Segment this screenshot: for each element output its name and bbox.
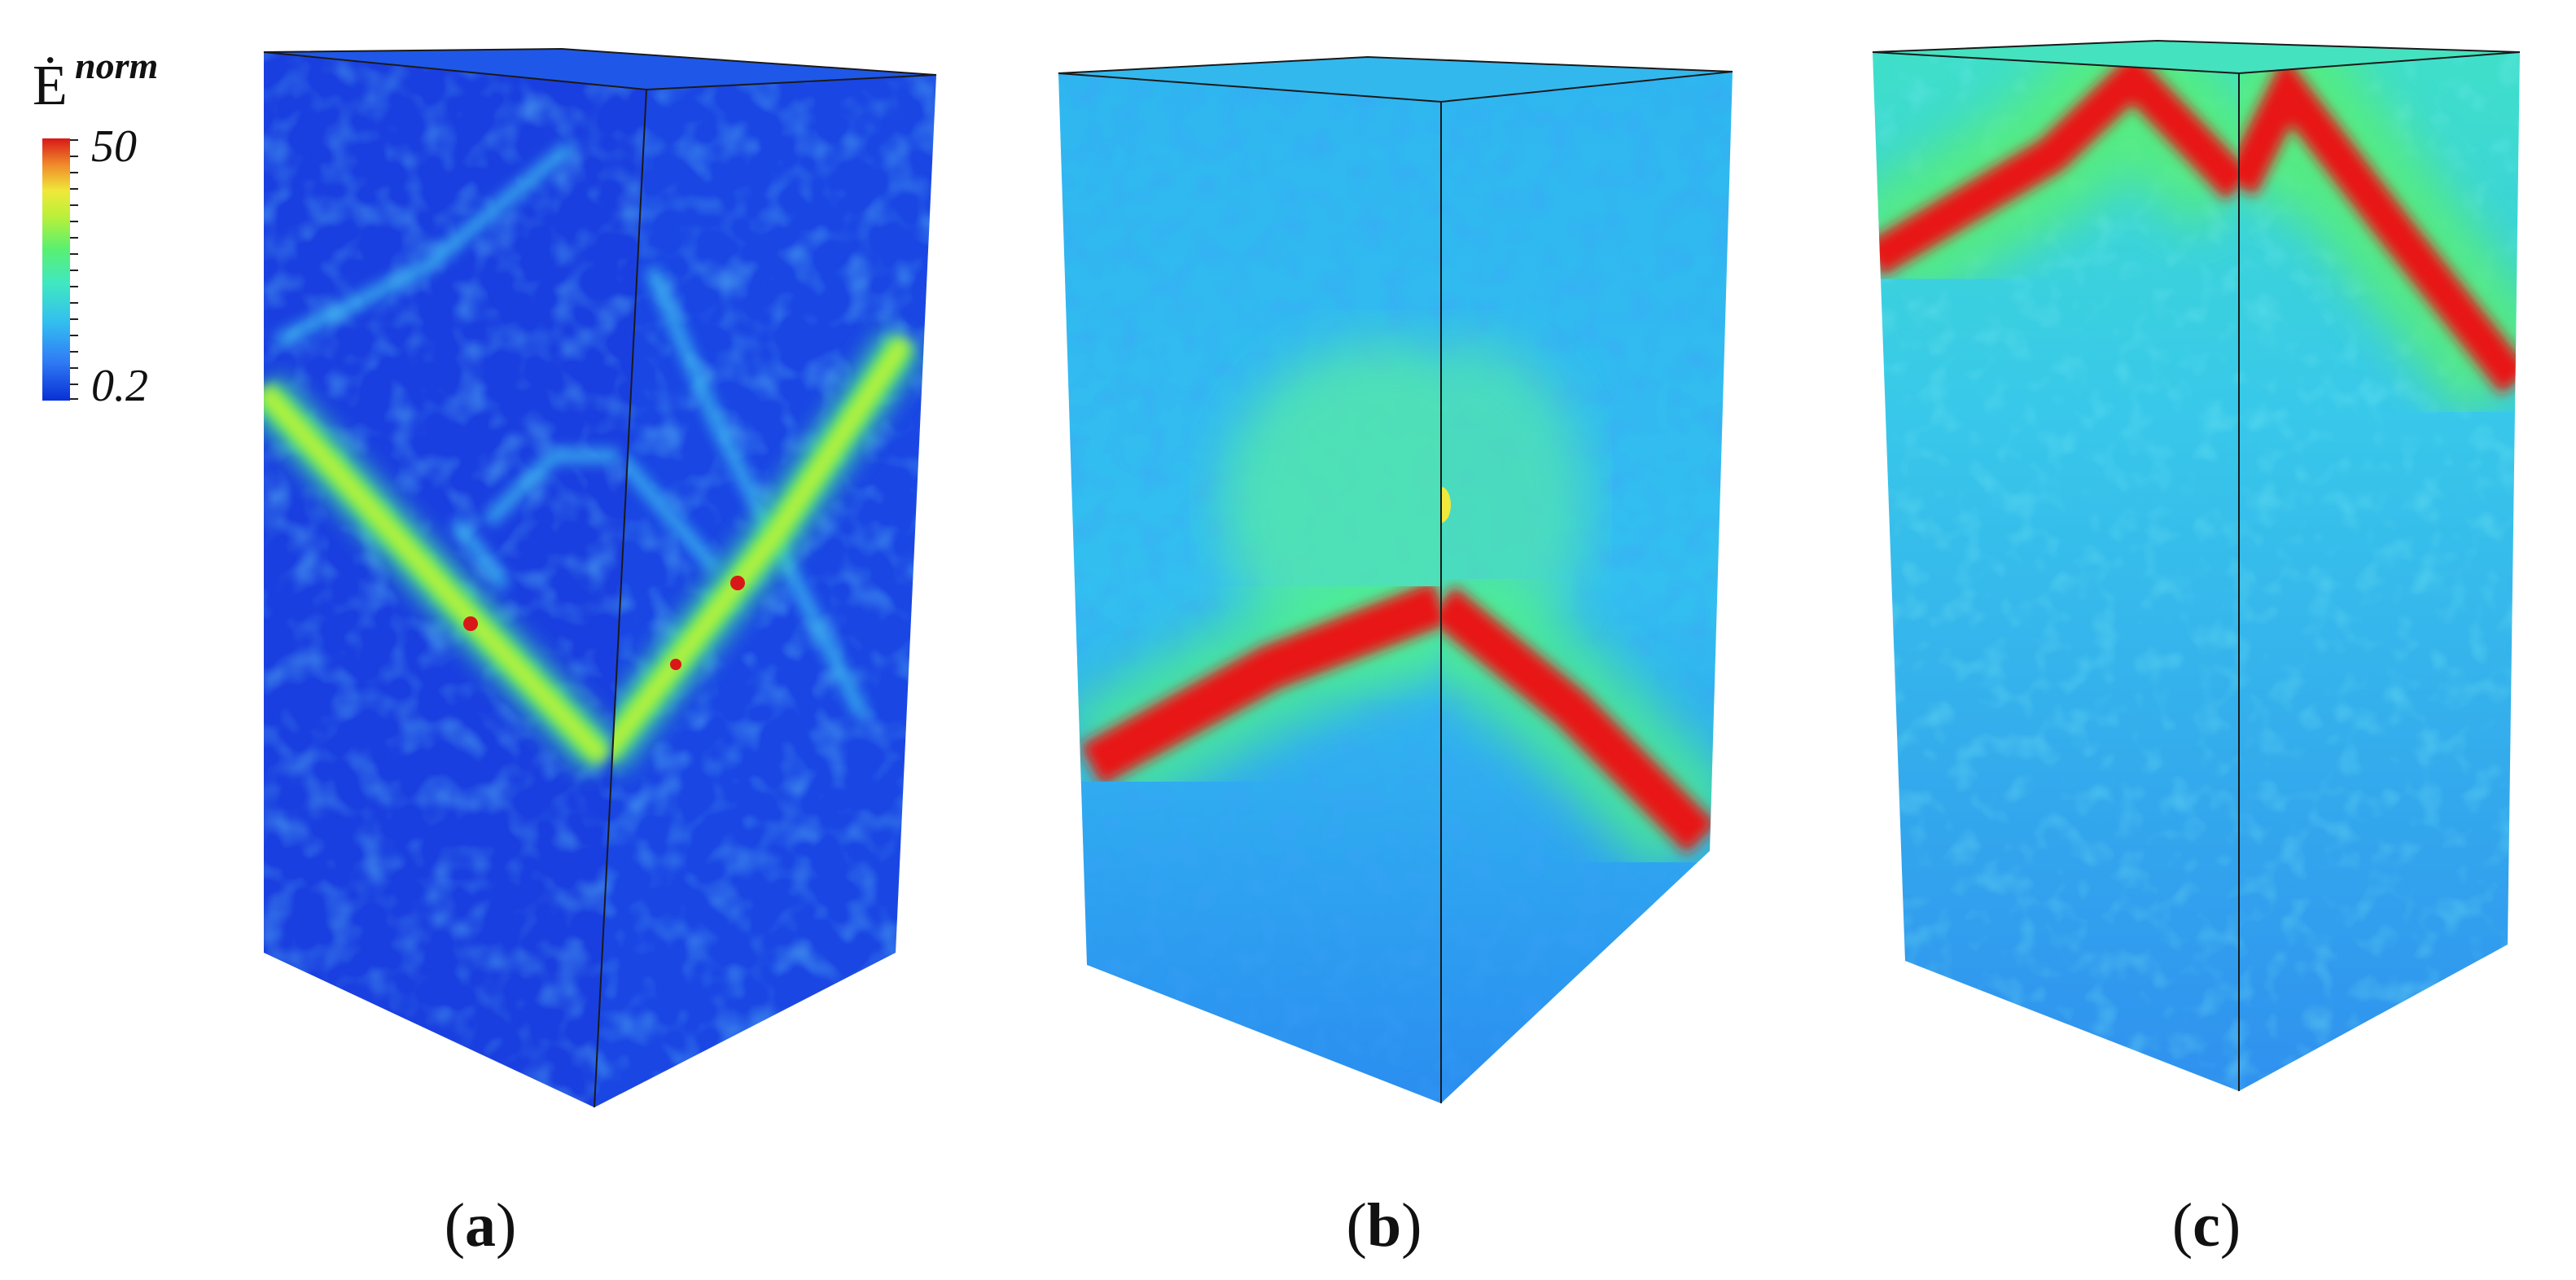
panel-c-left-face (1873, 52, 2239, 1091)
panel-a-right-face (594, 75, 936, 1107)
colorbar-legend: Ė norm 50 0.2 (33, 45, 158, 411)
panel-b-left-face (1058, 73, 1441, 1103)
panel-c-cube (1872, 39, 2521, 1091)
panel-a-top-face (264, 49, 936, 90)
panel-b-cube (1058, 55, 1733, 1103)
panel-c-top-face (1873, 41, 2520, 73)
legend-min-label: 0.2 (91, 361, 148, 411)
legend-max-label: 50 (91, 121, 137, 172)
panel-b-right-face (1441, 72, 1733, 1103)
legend-superscript: norm (75, 45, 158, 86)
panel-a-left-face (264, 52, 646, 1107)
colorbar (42, 138, 70, 401)
panel-b-caption: (b) (1347, 1191, 1422, 1260)
panel-c-caption: (c) (2172, 1191, 2241, 1260)
panel-a-cube (263, 47, 937, 1108)
panel-c-right-face (2239, 52, 2520, 1091)
legend-symbol: Ė (33, 55, 68, 117)
panel-b-top-face (1058, 57, 1733, 102)
colorbar-ticks (70, 139, 78, 400)
panel-a-caption: (a) (445, 1191, 517, 1260)
